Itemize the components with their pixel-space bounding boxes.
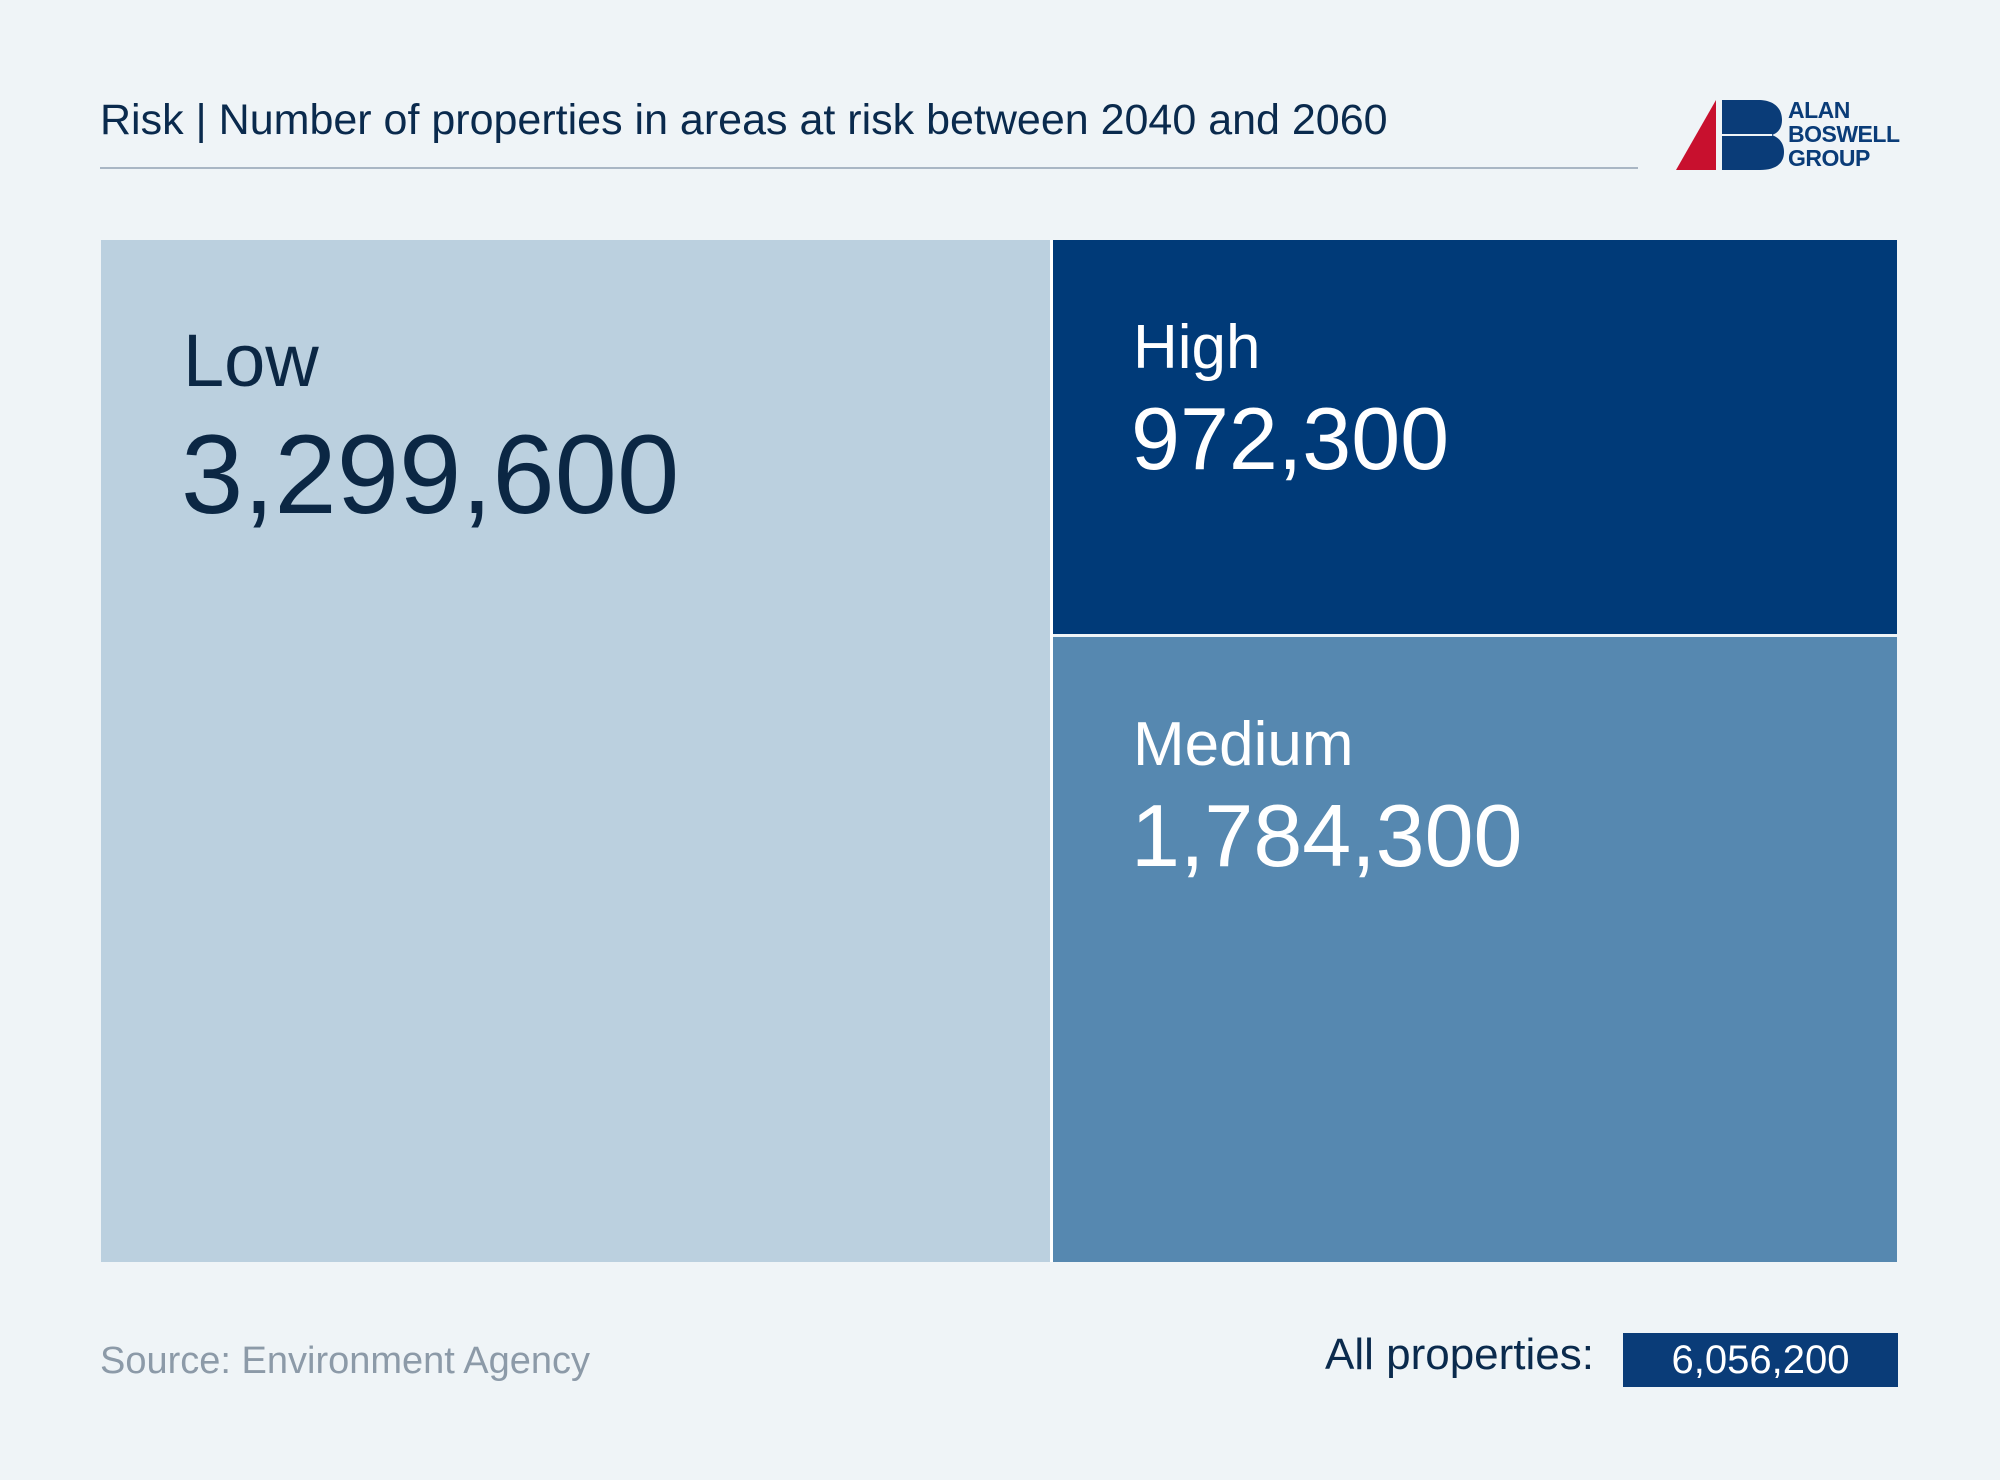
tile-label-medium: Medium — [1133, 710, 1354, 779]
title-divider — [100, 167, 1638, 169]
chart-title: Risk | Number of properties in areas at … — [100, 96, 1388, 144]
total-label: All properties: — [1324, 1330, 1594, 1379]
tile-value-medium: 1,784,300 — [1131, 786, 1523, 885]
tile-value-low: 3,299,600 — [181, 412, 680, 537]
source-note: Source: Environment Agency — [100, 1340, 591, 1382]
logo-wordmark: ALAN BOSWELL GROUP — [1788, 98, 1900, 170]
treemap-tile-medium: Medium 1,784,300 — [1053, 637, 1897, 1262]
logo-line-3: GROUP — [1788, 145, 1870, 171]
treemap-chart: Low 3,299,600 High 972,300 Medium 1,784,300 — [101, 240, 1897, 1262]
treemap-tile-high: High 972,300 — [1053, 240, 1897, 634]
total-value: 6,056,200 — [1623, 1333, 1898, 1387]
logo-line-1: ALAN — [1788, 97, 1850, 123]
alan-boswell-logo — [1676, 100, 1784, 170]
tile-label-low: Low — [183, 319, 319, 402]
logo-red-triangle — [1676, 100, 1716, 170]
logo-line-2: BOSWELL — [1788, 121, 1900, 147]
tile-divider-vertical — [1050, 240, 1053, 1262]
tile-label-high: High — [1133, 313, 1261, 382]
tile-value-high: 972,300 — [1131, 389, 1450, 488]
treemap-tile-low: Low 3,299,600 — [101, 240, 1050, 1262]
